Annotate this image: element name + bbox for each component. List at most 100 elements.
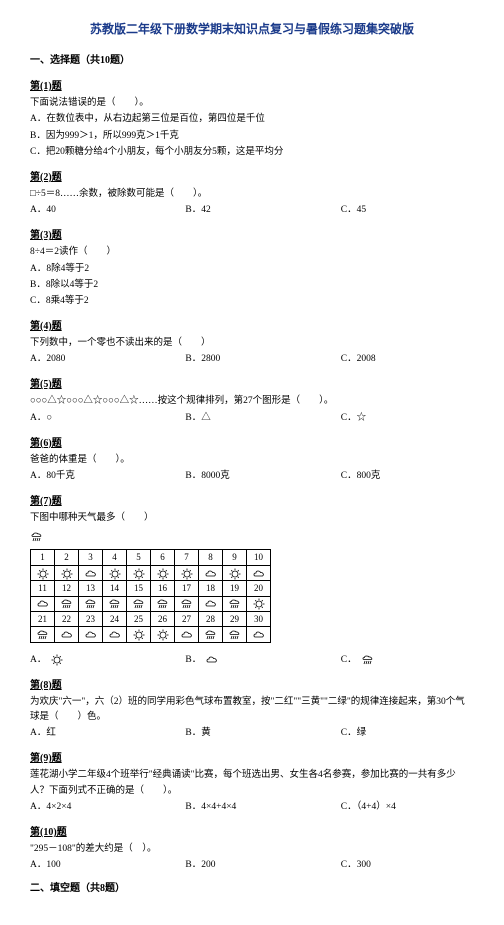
q1-opt-c: C．把20颗糖分给4个小朋友，每个小朋友分5颗，这是平均分 bbox=[30, 145, 474, 160]
calendar-weather-cell bbox=[151, 627, 175, 642]
calendar-weather-cell bbox=[127, 627, 151, 642]
cloud-icon bbox=[204, 598, 218, 610]
q10-opt-c: C．300 bbox=[341, 858, 474, 873]
calendar-weather-cell bbox=[79, 627, 103, 642]
calendar-day-number: 12 bbox=[55, 581, 79, 596]
rain-icon bbox=[204, 629, 218, 641]
calendar-day-number: 19 bbox=[223, 581, 247, 596]
sun-icon bbox=[228, 568, 242, 580]
calendar-day-number: 2 bbox=[55, 550, 79, 565]
calendar-weather-cell bbox=[175, 627, 199, 642]
calendar-day-number: 27 bbox=[175, 611, 199, 626]
rain-icon bbox=[30, 531, 44, 543]
rain-icon bbox=[361, 654, 375, 666]
calendar-day-number: 14 bbox=[103, 581, 127, 596]
q7-num: 第(7)题 bbox=[30, 494, 474, 510]
page-title: 苏教版二年级下册数学期末知识点复习与暑假练习题集突破版 bbox=[30, 20, 474, 39]
q5-opt-b: B．△ bbox=[185, 411, 340, 426]
cloud-icon bbox=[252, 629, 266, 641]
q3-opt-a: A．8除4等于2 bbox=[30, 262, 474, 277]
section-1-header: 一、选择题（共10题） bbox=[30, 53, 474, 69]
calendar-weather-cell bbox=[103, 596, 127, 611]
q8-num: 第(8)题 bbox=[30, 678, 474, 694]
q8-opt-c: C．绿 bbox=[341, 726, 474, 741]
q2-num: 第(2)题 bbox=[30, 170, 474, 186]
q9-opt-c: C．（4+4）×4 bbox=[341, 800, 474, 815]
calendar-day-number: 23 bbox=[79, 611, 103, 626]
calendar-weather-cell bbox=[31, 627, 55, 642]
cloud-icon bbox=[84, 568, 98, 580]
calendar-day-number: 15 bbox=[127, 581, 151, 596]
cloud-icon bbox=[108, 629, 122, 641]
q7-opt-a: A． bbox=[30, 653, 185, 668]
calendar-weather-cell bbox=[151, 565, 175, 580]
rain-icon bbox=[228, 598, 242, 610]
rain-icon bbox=[132, 598, 146, 610]
q4-num: 第(4)题 bbox=[30, 319, 474, 335]
calendar-weather-cell bbox=[223, 627, 247, 642]
calendar-weather-cell bbox=[199, 627, 223, 642]
calendar-day-number: 17 bbox=[175, 581, 199, 596]
q1-opt-b: B．因为999＞1，所以999克＞1千克 bbox=[30, 129, 474, 144]
calendar-day-number: 9 bbox=[223, 550, 247, 565]
cloud-icon bbox=[84, 629, 98, 641]
sun-icon bbox=[156, 629, 170, 641]
q6-opt-c: C．800克 bbox=[341, 469, 474, 484]
q1-opt-a: A．在数位表中，从右边起第三位是百位，第四位是千位 bbox=[30, 112, 474, 127]
calendar-weather-cell bbox=[55, 565, 79, 580]
calendar-weather-cell bbox=[31, 565, 55, 580]
q10-text: "295－108"的差大约是（ ）。 bbox=[30, 842, 474, 857]
rain-icon bbox=[228, 629, 242, 641]
calendar-weather-cell bbox=[79, 565, 103, 580]
q6-opt-b: B．8000克 bbox=[185, 469, 340, 484]
calendar-day-number: 10 bbox=[247, 550, 271, 565]
rain-icon bbox=[84, 598, 98, 610]
q2-text: □÷5＝8……余数，被除数可能是（ ）。 bbox=[30, 187, 474, 202]
calendar-day-number: 1 bbox=[31, 550, 55, 565]
calendar-weather-cell bbox=[127, 596, 151, 611]
sun-icon bbox=[36, 568, 50, 580]
q7-opt-c: C． bbox=[341, 653, 474, 668]
q1-text: 下面说法错误的是（ ）。 bbox=[30, 96, 474, 111]
q6-num: 第(6)题 bbox=[30, 436, 474, 452]
sun-icon bbox=[156, 568, 170, 580]
q3-opt-c: C．8乘4等于2 bbox=[30, 294, 474, 309]
q2-opt-b: B．42 bbox=[185, 203, 340, 218]
sun-icon bbox=[132, 568, 146, 580]
calendar-day-number: 5 bbox=[127, 550, 151, 565]
q2-opt-c: C．45 bbox=[341, 203, 474, 218]
q5-options: A．○ B．△ C．☆ bbox=[30, 411, 474, 426]
q4-text: 下列数中，一个零也不读出来的是（ ） bbox=[30, 336, 474, 351]
calendar-weather-cell bbox=[247, 565, 271, 580]
q10-opt-a: A．100 bbox=[30, 858, 185, 873]
calendar-day-number: 26 bbox=[151, 611, 175, 626]
calendar-weather-cell bbox=[175, 565, 199, 580]
calendar-weather-cell bbox=[103, 565, 127, 580]
q5-num: 第(5)题 bbox=[30, 377, 474, 393]
q8-opt-a: A．红 bbox=[30, 726, 185, 741]
calendar-day-number: 7 bbox=[175, 550, 199, 565]
cloud-icon bbox=[36, 598, 50, 610]
calendar-weather-cell bbox=[247, 627, 271, 642]
q5-text: ○○○△☆○○○△☆○○○△☆……按这个规律排列，第27个图形是（ ）。 bbox=[30, 394, 474, 409]
q8-opt-b: B．黄 bbox=[185, 726, 340, 741]
q7-text: 下图中哪种天气最多（ ） bbox=[30, 511, 474, 526]
sun-icon bbox=[50, 654, 64, 666]
calendar-day-number: 8 bbox=[199, 550, 223, 565]
calendar-weather-cell bbox=[199, 565, 223, 580]
calendar-day-number: 4 bbox=[103, 550, 127, 565]
sun-icon bbox=[60, 568, 74, 580]
q10-num: 第(10)题 bbox=[30, 825, 474, 841]
q3-num: 第(3)题 bbox=[30, 228, 474, 244]
q9-opt-b: B．4×4+4×4 bbox=[185, 800, 340, 815]
q9-options: A．4×2×4 B．4×4+4×4 C．（4+4）×4 bbox=[30, 800, 474, 815]
calendar-weather-cell bbox=[55, 596, 79, 611]
calendar-weather-cell bbox=[151, 596, 175, 611]
sun-icon bbox=[108, 568, 122, 580]
calendar-day-number: 29 bbox=[223, 611, 247, 626]
cloud-icon bbox=[180, 629, 194, 641]
q7-options: A． B． C． bbox=[30, 653, 474, 668]
q4-options: A．2080 B．2800 C．2008 bbox=[30, 352, 474, 367]
q3-opt-b: B．8除以4等于2 bbox=[30, 278, 474, 293]
q9-text: 莲花湖小学二年级4个班举行"经典诵读"比赛，每个班选出男、女生各4名参赛，参加比… bbox=[30, 768, 474, 798]
